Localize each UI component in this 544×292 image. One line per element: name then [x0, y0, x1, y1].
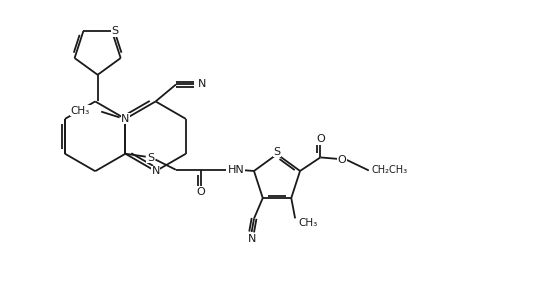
Text: O: O [316, 134, 325, 144]
Text: N: N [248, 234, 256, 244]
Text: CH₃: CH₃ [71, 106, 90, 116]
Text: S: S [147, 153, 154, 163]
Text: O: O [338, 155, 347, 165]
Text: N: N [197, 79, 206, 89]
Text: S: S [274, 147, 281, 157]
Text: S: S [111, 26, 119, 36]
Text: N: N [151, 166, 160, 176]
Text: N: N [121, 114, 129, 124]
Text: CH₃: CH₃ [299, 218, 318, 228]
Text: HN: HN [227, 165, 244, 175]
Text: CH₂CH₃: CH₂CH₃ [371, 166, 407, 175]
Text: O: O [196, 187, 205, 197]
